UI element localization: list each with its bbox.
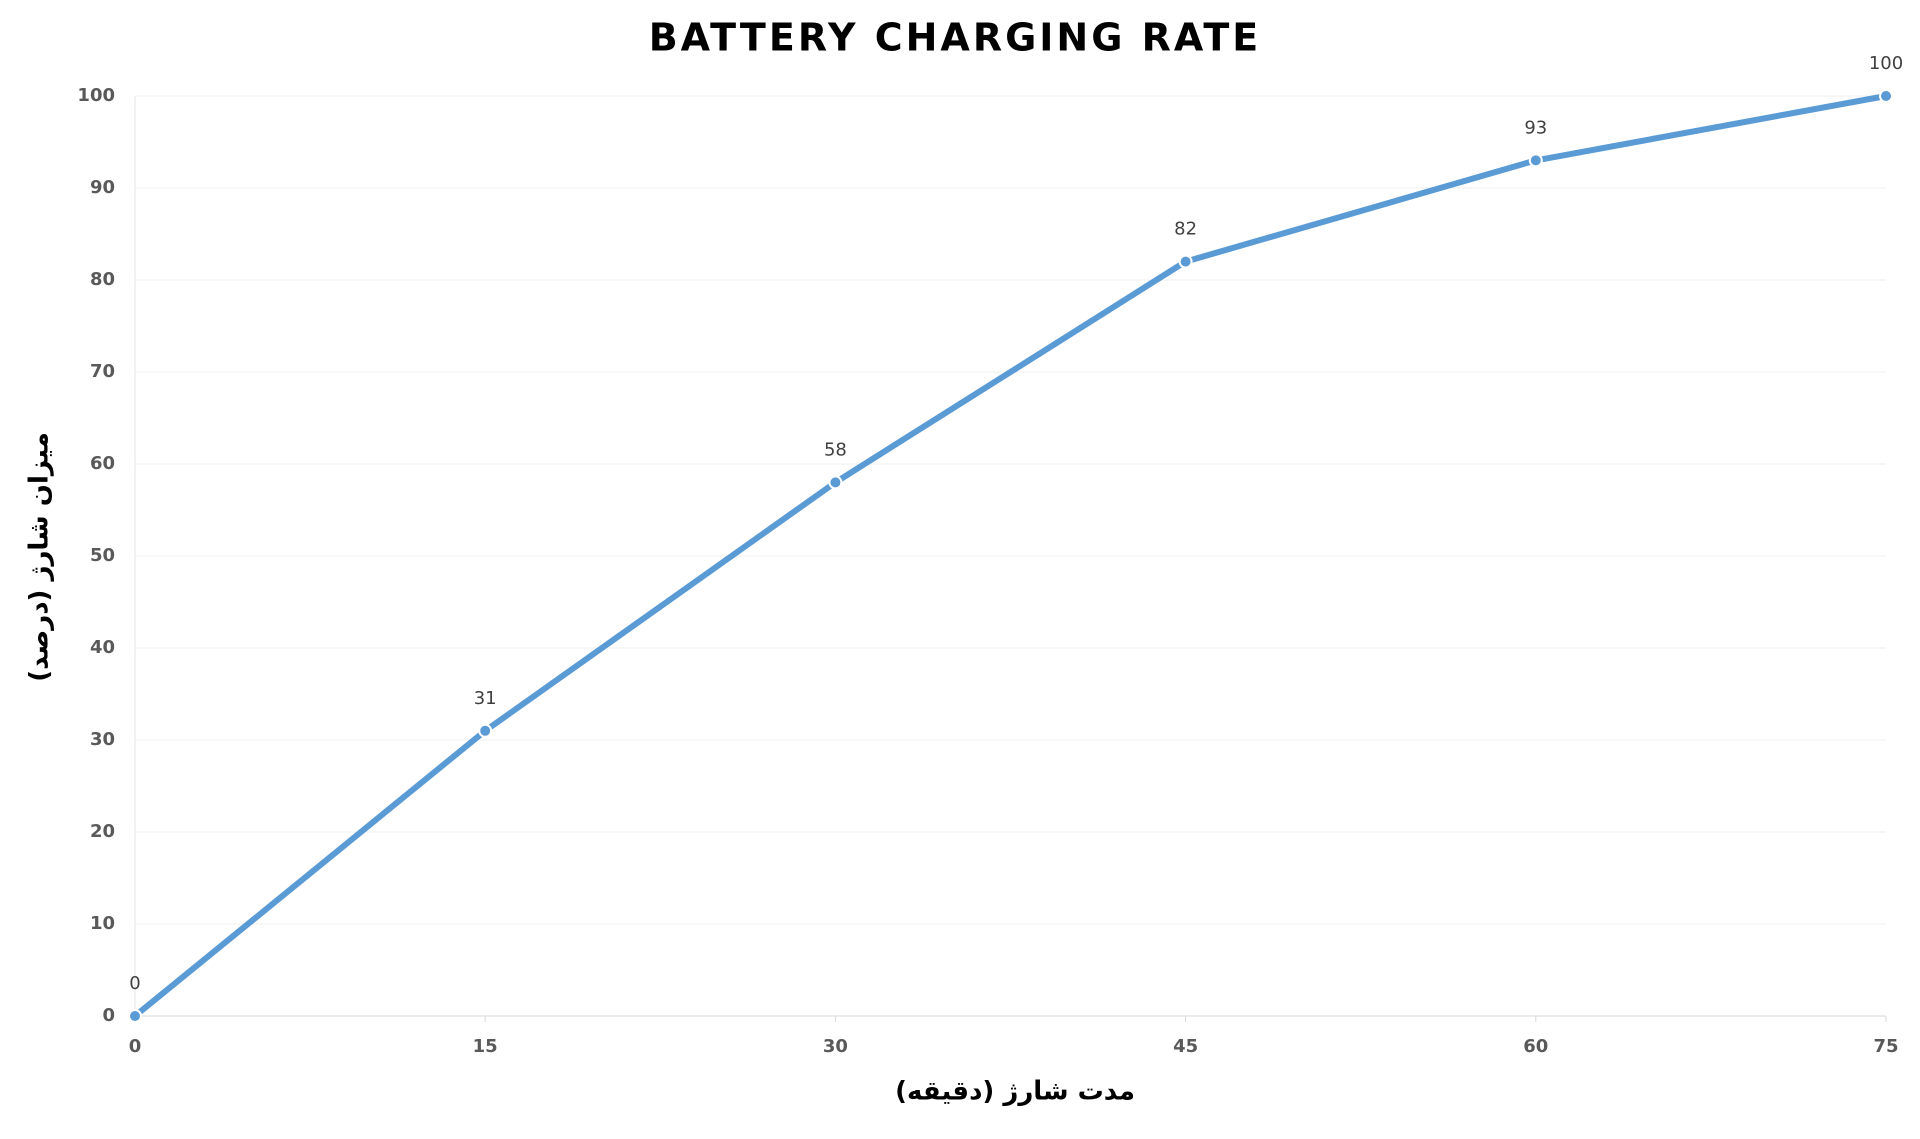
data-label: 58 — [824, 439, 847, 460]
data-label: 100 — [1869, 53, 1903, 74]
y-tick-label: 90 — [90, 177, 115, 198]
data-line — [132, 93, 1889, 1019]
data-label: 82 — [1174, 219, 1197, 240]
y-axis-title: میزان شارژ (درصد) — [25, 432, 55, 682]
chart-title: BATTERY CHARGING RATE — [649, 16, 1262, 60]
data-point — [1528, 153, 1543, 168]
y-tick-label: 40 — [90, 637, 115, 658]
y-tick-label: 60 — [90, 453, 115, 474]
x-tick-label: 15 — [473, 1036, 498, 1057]
data-point — [1178, 254, 1193, 269]
data-label: 31 — [474, 688, 497, 709]
y-tick-label: 50 — [90, 545, 115, 566]
y-tick-label: 100 — [77, 85, 115, 106]
x-axis-title: مدت شارژ (دقیقه) — [895, 1077, 1135, 1107]
data-point — [128, 1009, 142, 1023]
y-tick-label: 0 — [102, 1005, 115, 1026]
x-tick-label: 60 — [1523, 1036, 1548, 1057]
y-tick-label: 20 — [90, 821, 115, 842]
x-tick-label: 0 — [129, 1036, 142, 1057]
data-label: 0 — [129, 973, 140, 994]
x-tick-label: 45 — [1173, 1036, 1198, 1057]
y-tick-label: 80 — [90, 269, 115, 290]
data-point — [1879, 89, 1893, 103]
x-tick-label: 75 — [1873, 1036, 1898, 1057]
data-point — [828, 475, 843, 490]
y-tick-label: 10 — [90, 913, 115, 934]
x-tick-label: 30 — [823, 1036, 848, 1057]
y-tick-label: 30 — [90, 729, 115, 750]
data-point — [478, 723, 493, 738]
data-label: 93 — [1524, 117, 1547, 138]
y-tick-label: 70 — [90, 361, 115, 382]
